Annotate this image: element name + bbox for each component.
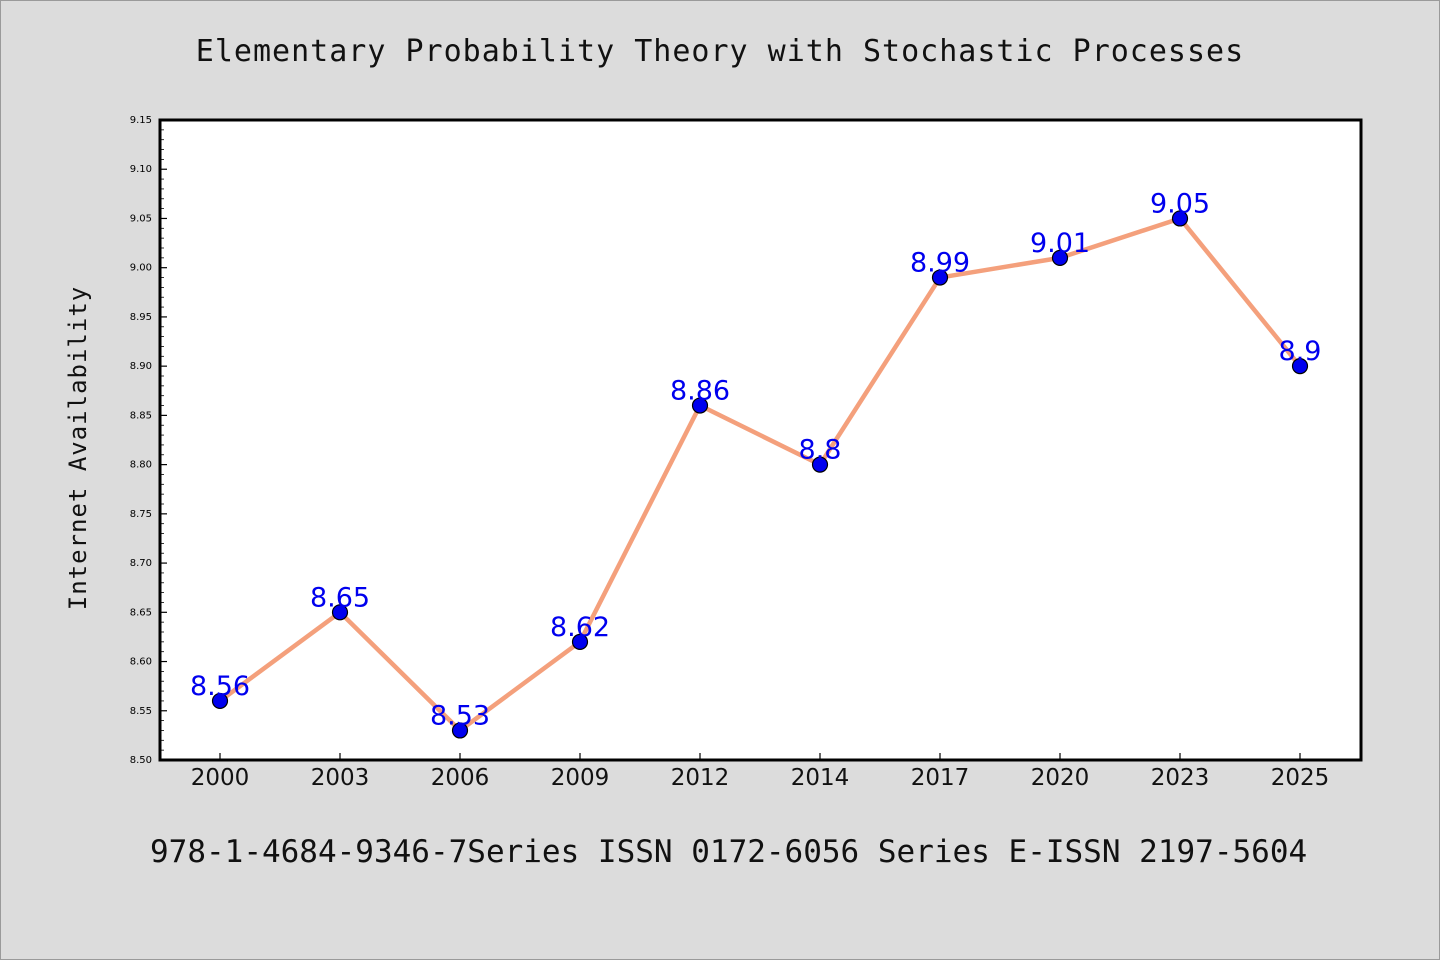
y-tick-label: 8.75 xyxy=(130,509,152,520)
data-point xyxy=(1171,210,1189,227)
y-axis: 8.50 8.55 8.60 8.65 8.70 8.75 8.80 8.85 8.90 8.95… xyxy=(130,115,167,766)
data-point xyxy=(571,633,589,650)
data-point xyxy=(211,692,229,710)
data-point xyxy=(691,397,709,414)
data-label: 8.9 xyxy=(1279,336,1322,367)
plot-border xyxy=(158,118,1363,762)
y-tick-label: 9.15 xyxy=(130,115,152,126)
y-tick-label: 9.05 xyxy=(130,213,152,224)
data-point xyxy=(811,456,829,473)
y-tick-label: 8.60 xyxy=(130,657,152,668)
data-point xyxy=(1291,358,1309,375)
x-tick-label: 2012 xyxy=(671,765,730,791)
y-tick-label: 8.65 xyxy=(130,607,152,618)
data-point xyxy=(331,604,349,621)
data-point xyxy=(451,722,469,739)
data-label: 8.53 xyxy=(430,700,490,731)
data-label: 8.86 xyxy=(670,376,730,407)
x-tick-label: 2020 xyxy=(1031,765,1090,791)
x-tick-label: 2025 xyxy=(1271,765,1330,791)
y-tick-label: 8.50 xyxy=(130,755,152,766)
y-tick-label: 8.90 xyxy=(130,361,152,372)
x-tick-label: 2003 xyxy=(311,765,370,791)
data-label: 8.8 xyxy=(799,435,842,466)
data-label: 8.62 xyxy=(550,612,610,643)
x-tick-label: 2023 xyxy=(1151,765,1210,791)
x-tick-label: 2014 xyxy=(791,765,850,791)
data-label: 8.56 xyxy=(190,671,250,702)
x-tick-label: 2006 xyxy=(431,765,490,791)
y-tick-label: 8.70 xyxy=(130,558,152,569)
data-label: 8.65 xyxy=(310,582,370,613)
y-tick-label: 9.10 xyxy=(130,164,152,175)
x-tick-label: 2017 xyxy=(911,765,970,791)
isbn-footer: 978-1-4684-9346-7Series ISSN 0172-6056 S… xyxy=(150,834,1308,870)
series-group: 8.56 8.65 8.53 8.62 8.86 8.8 8.99 9.01 9.05 8.9 xyxy=(190,188,1322,739)
data-point xyxy=(1051,249,1069,266)
data-label: 9.05 xyxy=(1150,188,1210,219)
y-tick-label: 8.85 xyxy=(130,410,152,421)
y-tick-label: 8.55 xyxy=(130,706,152,717)
x-tick-label: 2000 xyxy=(191,765,250,791)
x-tick-label: 2009 xyxy=(551,765,610,791)
x-axis: 2000 2003 2006 2009 2012 2014 2017 2020 2023 2025 xyxy=(191,753,1330,791)
series-line xyxy=(217,216,1303,733)
data-point xyxy=(931,269,949,286)
y-tick-label: 8.95 xyxy=(130,312,152,323)
y-tick-label: 8.80 xyxy=(130,460,152,471)
chart-title: Elementary Probability Theory with Stoch… xyxy=(195,34,1245,69)
data-label: 8.99 xyxy=(910,248,970,279)
data-label: 9.01 xyxy=(1030,228,1090,259)
y-tick-label: 9.00 xyxy=(130,263,152,274)
